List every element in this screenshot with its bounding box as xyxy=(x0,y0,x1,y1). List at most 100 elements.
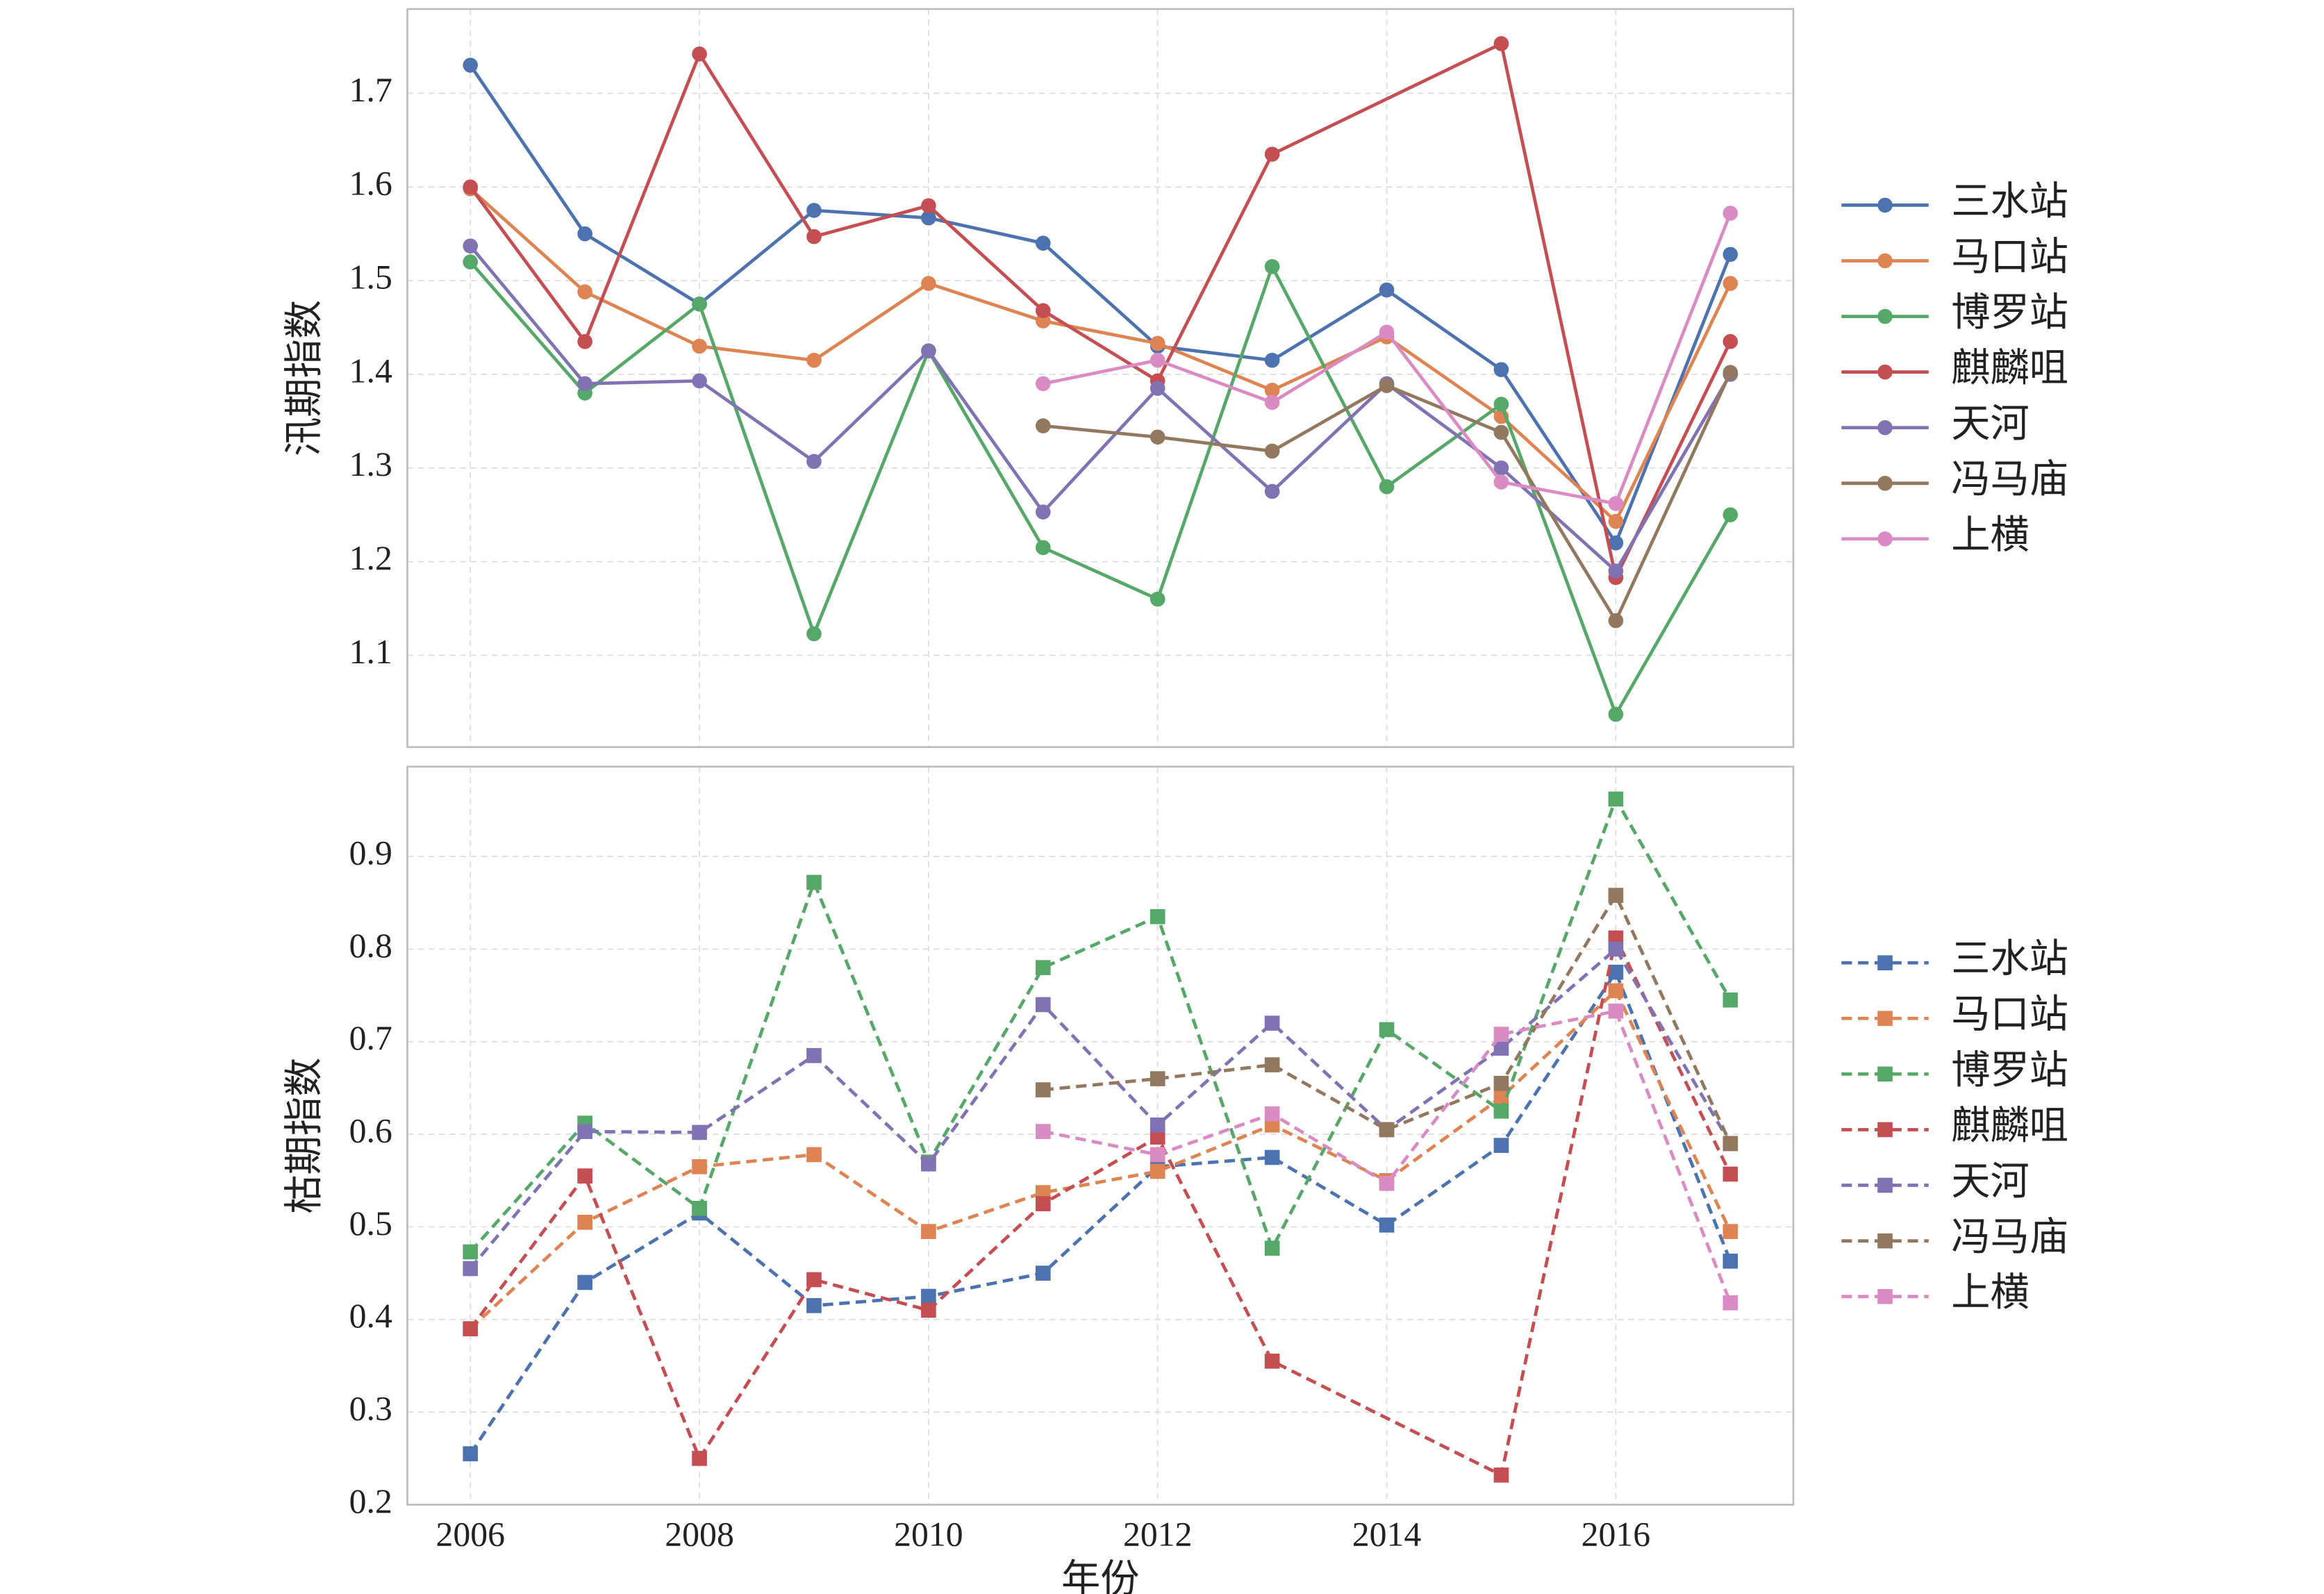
marker xyxy=(806,1047,822,1063)
marker xyxy=(921,1156,936,1172)
legend-label: 三水站 xyxy=(1951,180,2068,223)
y-tick-label: 1.3 xyxy=(349,445,392,483)
marker xyxy=(463,1446,479,1461)
plot-frame xyxy=(406,765,1795,1506)
marker xyxy=(577,1275,592,1290)
marker xyxy=(1379,479,1395,495)
y-tick-label: 0.6 xyxy=(349,1112,392,1150)
legend-marker xyxy=(1877,1011,1893,1027)
marker xyxy=(1723,507,1738,523)
marker xyxy=(1264,395,1280,410)
legend-label: 天河 xyxy=(1951,1160,2030,1203)
marker xyxy=(1723,992,1738,1008)
marker xyxy=(1608,513,1624,529)
marker xyxy=(1379,324,1395,340)
y-tick-label: 0.3 xyxy=(349,1390,392,1428)
marker xyxy=(692,1159,707,1174)
marker xyxy=(921,343,936,359)
x-tick-label: 2006 xyxy=(435,1515,505,1553)
marker xyxy=(1493,1103,1509,1119)
marker xyxy=(692,1450,707,1466)
y-axis-label: 汛期指数 xyxy=(283,300,326,456)
x-tick-label: 2012 xyxy=(1123,1515,1193,1553)
marker xyxy=(1608,941,1624,957)
legend-label: 博罗站 xyxy=(1951,1049,2068,1092)
marker xyxy=(692,46,707,62)
marker xyxy=(1493,1138,1509,1153)
marker xyxy=(1723,247,1738,263)
marker xyxy=(1035,540,1051,556)
marker xyxy=(1379,282,1395,298)
marker xyxy=(1149,381,1165,396)
marker xyxy=(1149,429,1165,445)
marker xyxy=(806,1297,822,1313)
legend-label: 冯马庙 xyxy=(1951,458,2068,501)
marker xyxy=(1493,424,1509,440)
marker xyxy=(692,338,707,354)
legend-marker xyxy=(1877,364,1893,380)
legend-label: 马口站 xyxy=(1951,235,2068,279)
marker xyxy=(1379,1217,1395,1233)
marker xyxy=(1149,908,1165,924)
marker xyxy=(1264,1106,1280,1122)
marker xyxy=(577,333,592,349)
marker xyxy=(1723,1253,1738,1269)
legend-label: 天河 xyxy=(1951,403,2030,446)
series-line xyxy=(469,64,1732,547)
x-tick-label: 2008 xyxy=(665,1515,734,1553)
legend-marker xyxy=(1877,420,1893,435)
marker xyxy=(692,1200,707,1216)
marker xyxy=(1608,496,1624,511)
marker xyxy=(1035,1265,1051,1281)
y-tick-label: 0.9 xyxy=(349,834,392,872)
marker xyxy=(1264,1057,1280,1072)
y-tick-label: 1.4 xyxy=(349,351,392,390)
legend-marker xyxy=(1877,1177,1893,1193)
marker xyxy=(1723,206,1738,221)
marker xyxy=(806,874,822,890)
marker xyxy=(1379,1122,1395,1138)
legend-label: 麒麟咀 xyxy=(1951,347,2068,390)
marker xyxy=(1493,1027,1509,1042)
y-tick-label: 1.7 xyxy=(349,71,392,109)
marker xyxy=(1149,1147,1165,1163)
y-tick-label: 0.8 xyxy=(349,927,392,965)
marker xyxy=(1493,362,1509,378)
marker xyxy=(1608,613,1624,629)
x-tick-label: 2016 xyxy=(1582,1515,1651,1553)
marker xyxy=(1379,1175,1395,1191)
marker xyxy=(1149,1163,1165,1179)
marker xyxy=(1723,1224,1738,1239)
marker xyxy=(1608,1003,1624,1019)
legend-marker xyxy=(1877,1122,1893,1138)
marker xyxy=(692,1124,707,1140)
marker xyxy=(1493,36,1509,51)
series-line xyxy=(469,968,1732,1455)
legend-marker xyxy=(1877,308,1893,324)
marker xyxy=(1493,474,1509,490)
marker xyxy=(1723,333,1738,349)
marker xyxy=(806,203,822,218)
marker xyxy=(1608,983,1624,999)
marker xyxy=(1149,335,1165,351)
y-tick-label: 0.5 xyxy=(349,1204,392,1243)
marker xyxy=(1149,352,1165,368)
marker xyxy=(577,284,592,300)
legend-marker xyxy=(1877,1066,1893,1082)
marker xyxy=(1149,1117,1165,1133)
marker xyxy=(463,1244,479,1260)
marker xyxy=(1493,397,1509,412)
marker xyxy=(1379,1022,1395,1038)
marker xyxy=(921,198,936,214)
marker xyxy=(1723,1295,1738,1311)
marker xyxy=(692,296,707,312)
legend-label: 冯马庙 xyxy=(1951,1216,2068,1259)
x-tick-label: 2010 xyxy=(894,1515,963,1553)
marker xyxy=(1035,376,1051,392)
marker xyxy=(1264,147,1280,162)
series-line xyxy=(469,260,1732,719)
marker xyxy=(1723,276,1738,291)
y-tick-label: 1.6 xyxy=(349,165,392,203)
marker xyxy=(921,210,936,226)
marker xyxy=(1035,997,1051,1013)
